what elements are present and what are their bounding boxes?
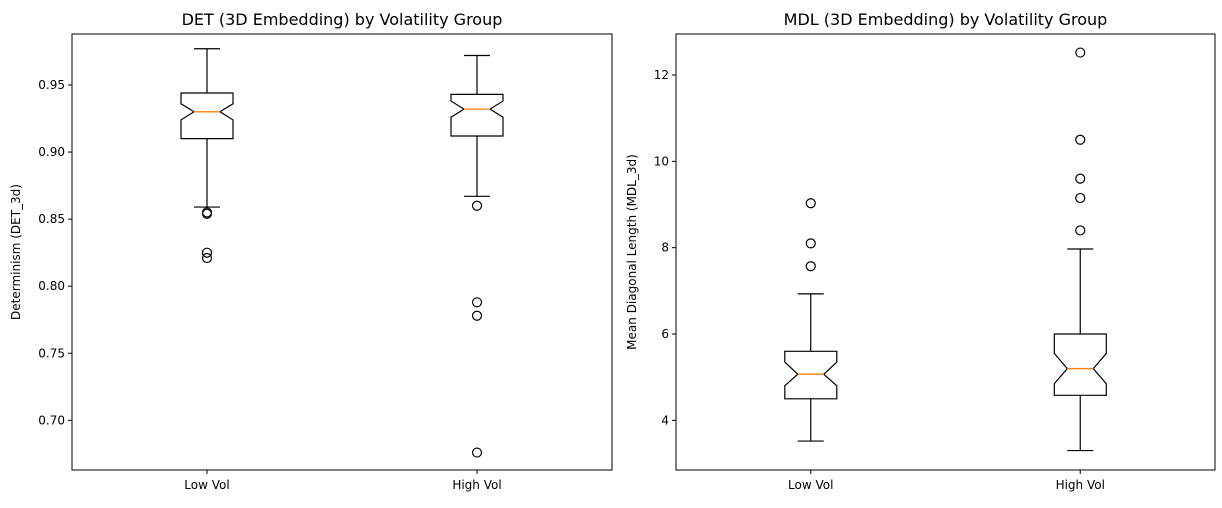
outlier-point <box>471 200 483 211</box>
chart-title: MDL (3D Embedding) by Volatility Group <box>784 10 1108 29</box>
y-tick-label: 0.80 <box>38 279 65 293</box>
box-high-vol <box>1053 47 1107 452</box>
outlier-point <box>805 261 816 272</box>
outlier-point <box>1075 134 1086 145</box>
outlier-point <box>805 198 816 209</box>
notched-box <box>1053 333 1107 396</box>
chart-title: DET (3D Embedding) by Volatility Group <box>182 10 503 29</box>
axes-frame <box>675 33 1216 471</box>
y-axis-label: Determinism (DET_3d) <box>9 184 23 320</box>
y-tick-label: 0.70 <box>38 413 65 427</box>
y-tick-label: 0.85 <box>38 212 65 226</box>
y-tick-label: 6 <box>661 327 669 341</box>
outlier-point <box>201 208 213 219</box>
x-tick-label: Low Vol <box>788 478 833 492</box>
box-high-vol <box>450 54 504 458</box>
y-tick-label: 4 <box>661 413 669 427</box>
axes-frame <box>71 33 613 471</box>
chart-panel-1: DET (3D Embedding) by Volatility Group De… <box>9 10 613 492</box>
outlier-point <box>1075 173 1086 184</box>
y-axis-label: Mean Diagonal Length (MDL_3d) <box>625 154 639 350</box>
outlier-point <box>1075 225 1086 236</box>
outlier-point <box>471 310 483 321</box>
x-tick-label: High Vol <box>1056 478 1105 492</box>
outlier-point <box>1075 47 1086 58</box>
outlier-point <box>471 297 483 308</box>
chart-panel-2: MDL (3D Embedding) by Volatility Group Me… <box>625 10 1216 492</box>
outlier-point <box>1075 192 1086 204</box>
y-tick-label: 8 <box>661 241 669 255</box>
box-low-vol <box>784 198 838 442</box>
y-tick-label: 0.95 <box>38 78 65 92</box>
notched-box <box>180 92 234 140</box>
y-tick-label: 10 <box>654 154 669 168</box>
outlier-point <box>201 247 213 258</box>
outlier-point <box>471 447 483 458</box>
x-tick-label: High Vol <box>452 478 501 492</box>
y-tick-label: 0.90 <box>38 145 65 159</box>
outlier-point <box>805 238 816 249</box>
box-low-vol <box>180 48 234 264</box>
x-tick-label: Low Vol <box>184 478 229 492</box>
y-tick-label: 0.75 <box>38 346 65 360</box>
y-tick-label: 12 <box>654 68 669 82</box>
outlier-point <box>201 252 213 264</box>
notched-box <box>784 350 838 400</box>
notched-box <box>450 93 504 137</box>
